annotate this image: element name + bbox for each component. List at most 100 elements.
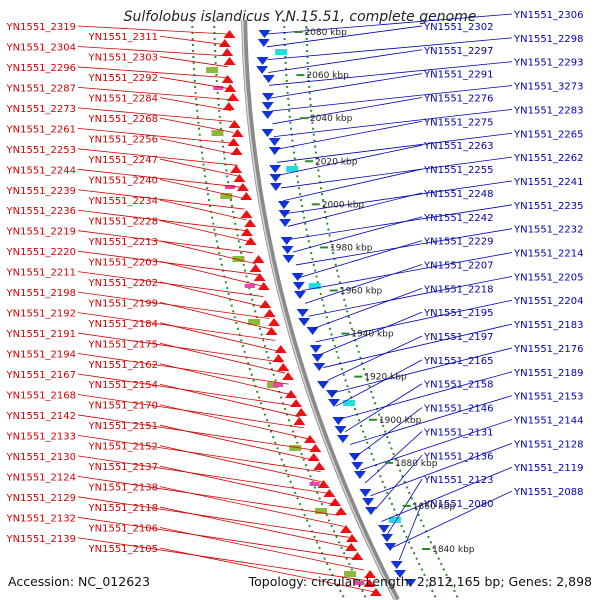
left-gene-label: YN1551_2129 [6, 493, 77, 504]
left-leader-line [159, 527, 365, 571]
topology-summary-text: Topology: circular; Length: 2,812,165 bp… [248, 574, 592, 589]
forward-gene-arrow [233, 174, 246, 182]
right-gene-label: YN1551_2128 [513, 439, 584, 450]
right-leader-line [349, 395, 513, 445]
right-gene-label: YN1551_2306 [513, 10, 584, 21]
left-leader-line [159, 179, 243, 199]
right-gene-label: YN1551_2248 [423, 189, 494, 200]
forward-gene-arrow [259, 300, 272, 308]
left-leader-line [77, 107, 233, 122]
reverse-gene-arrow [316, 381, 329, 389]
feature-block [308, 283, 321, 289]
left-leader-line [77, 475, 339, 516]
left-gene-label: YN1551_2219 [6, 227, 77, 238]
reverse-gene-arrow [394, 570, 407, 578]
scale-label: 2020 kbp [315, 157, 358, 167]
right-leader-line [267, 37, 513, 61]
forward-gene-arrow [277, 363, 290, 371]
reverse-gene-arrow [261, 102, 274, 110]
right-leader-line [272, 97, 423, 125]
feature-block [275, 49, 288, 55]
scale-label: 1920 kbp [364, 373, 407, 383]
left-leader-line [159, 547, 376, 593]
left-gene-label: YN1551_2194 [6, 350, 77, 361]
reverse-gene-arrow [269, 165, 282, 173]
right-gene-label: YN1551_2136 [423, 451, 494, 462]
forward-gene-arrow [244, 219, 257, 227]
left-gene-label: YN1551_2244 [6, 165, 77, 176]
reverse-gene-arrow [292, 282, 305, 290]
reverse-gene-arrow [262, 75, 275, 83]
reverse-gene-arrow [269, 183, 282, 191]
forward-gene-arrow [240, 228, 253, 236]
right-gene-label: YN1551_2158 [423, 380, 494, 391]
reverse-gene-arrow [351, 462, 364, 470]
right-gene-label: YN1551_2153 [513, 392, 584, 403]
reverse-gene-arrow [280, 237, 293, 245]
right-gene-label: YN1551_2123 [423, 475, 494, 486]
left-gene-label: YN1551_2137 [88, 462, 159, 473]
forward-gene-arrow [272, 354, 285, 362]
feature-block [220, 193, 233, 199]
left-leader-line [159, 383, 300, 418]
right-gene-label: YN1551_2235 [513, 201, 584, 212]
right-leader-line [280, 156, 513, 189]
left-leader-line [159, 261, 261, 287]
left-leader-line [159, 117, 234, 133]
right-gene-label: YN1551_2275 [423, 117, 494, 128]
left-leader-line [159, 404, 308, 440]
left-leader-line [77, 373, 297, 407]
left-gene-label: YN1551_2213 [88, 237, 159, 248]
reverse-gene-arrow [336, 435, 349, 443]
right-leader-line [375, 455, 423, 509]
forward-gene-arrow [226, 93, 239, 101]
scale-label: 2000 kbp [322, 200, 365, 210]
forward-gene-arrow [369, 588, 382, 596]
feature-block [272, 383, 283, 387]
forward-gene-arrow [339, 525, 352, 533]
left-gene-label: YN1551_2192 [6, 309, 77, 320]
feature-block [244, 284, 255, 288]
forward-gene-arrow [240, 192, 253, 200]
right-gene-label: YN1551_2195 [423, 308, 494, 319]
feature-block [206, 67, 219, 73]
left-leader-line [77, 46, 228, 57]
right-leader-line [393, 490, 513, 548]
left-gene-label: YN1551_2273 [6, 104, 77, 115]
right-gene-label: YN1551_2131 [423, 427, 494, 438]
left-gene-label: YN1551_2268 [88, 114, 159, 125]
forward-gene-arrow [230, 165, 243, 173]
right-leader-line [315, 299, 513, 343]
right-gene-label: YN1551_2205 [513, 272, 584, 283]
feature-block [343, 400, 356, 406]
reverse-gene-arrow [281, 246, 294, 254]
left-gene-label: YN1551_2236 [6, 206, 77, 217]
left-gene-label: YN1551_2168 [6, 390, 77, 401]
left-gene-label: YN1551_2256 [88, 135, 159, 146]
right-gene-label: YN1551_2204 [513, 296, 584, 307]
reverse-gene-arrow [334, 426, 347, 434]
forward-gene-arrow [351, 552, 364, 560]
left-leader-line [159, 158, 240, 177]
forward-gene-arrow [223, 30, 236, 38]
left-gene-label: YN1551_2304 [6, 42, 77, 53]
forward-gene-arrow [224, 84, 237, 92]
left-gene-label: YN1551_2319 [6, 22, 77, 33]
reverse-gene-arrow [298, 318, 311, 326]
forward-gene-arrow [228, 120, 241, 128]
forward-gene-arrow [265, 327, 278, 335]
right-leader-line [283, 168, 423, 202]
right-leader-line [298, 240, 423, 279]
reverse-gene-arrow [261, 111, 274, 119]
right-gene-label: YN1551_2189 [513, 368, 584, 379]
reverse-gene-arrow [404, 579, 417, 587]
left-gene-label: YN1551_2132 [6, 513, 77, 524]
left-leader-line [159, 506, 354, 549]
left-gene-label: YN1551_2261 [6, 124, 77, 135]
forward-gene-arrow [240, 210, 253, 218]
feature-block [286, 166, 299, 172]
feature-block [248, 319, 261, 325]
reverse-gene-arrow [306, 327, 319, 335]
left-gene-label: YN1551_2296 [6, 63, 77, 74]
left-leader-line [77, 353, 289, 385]
